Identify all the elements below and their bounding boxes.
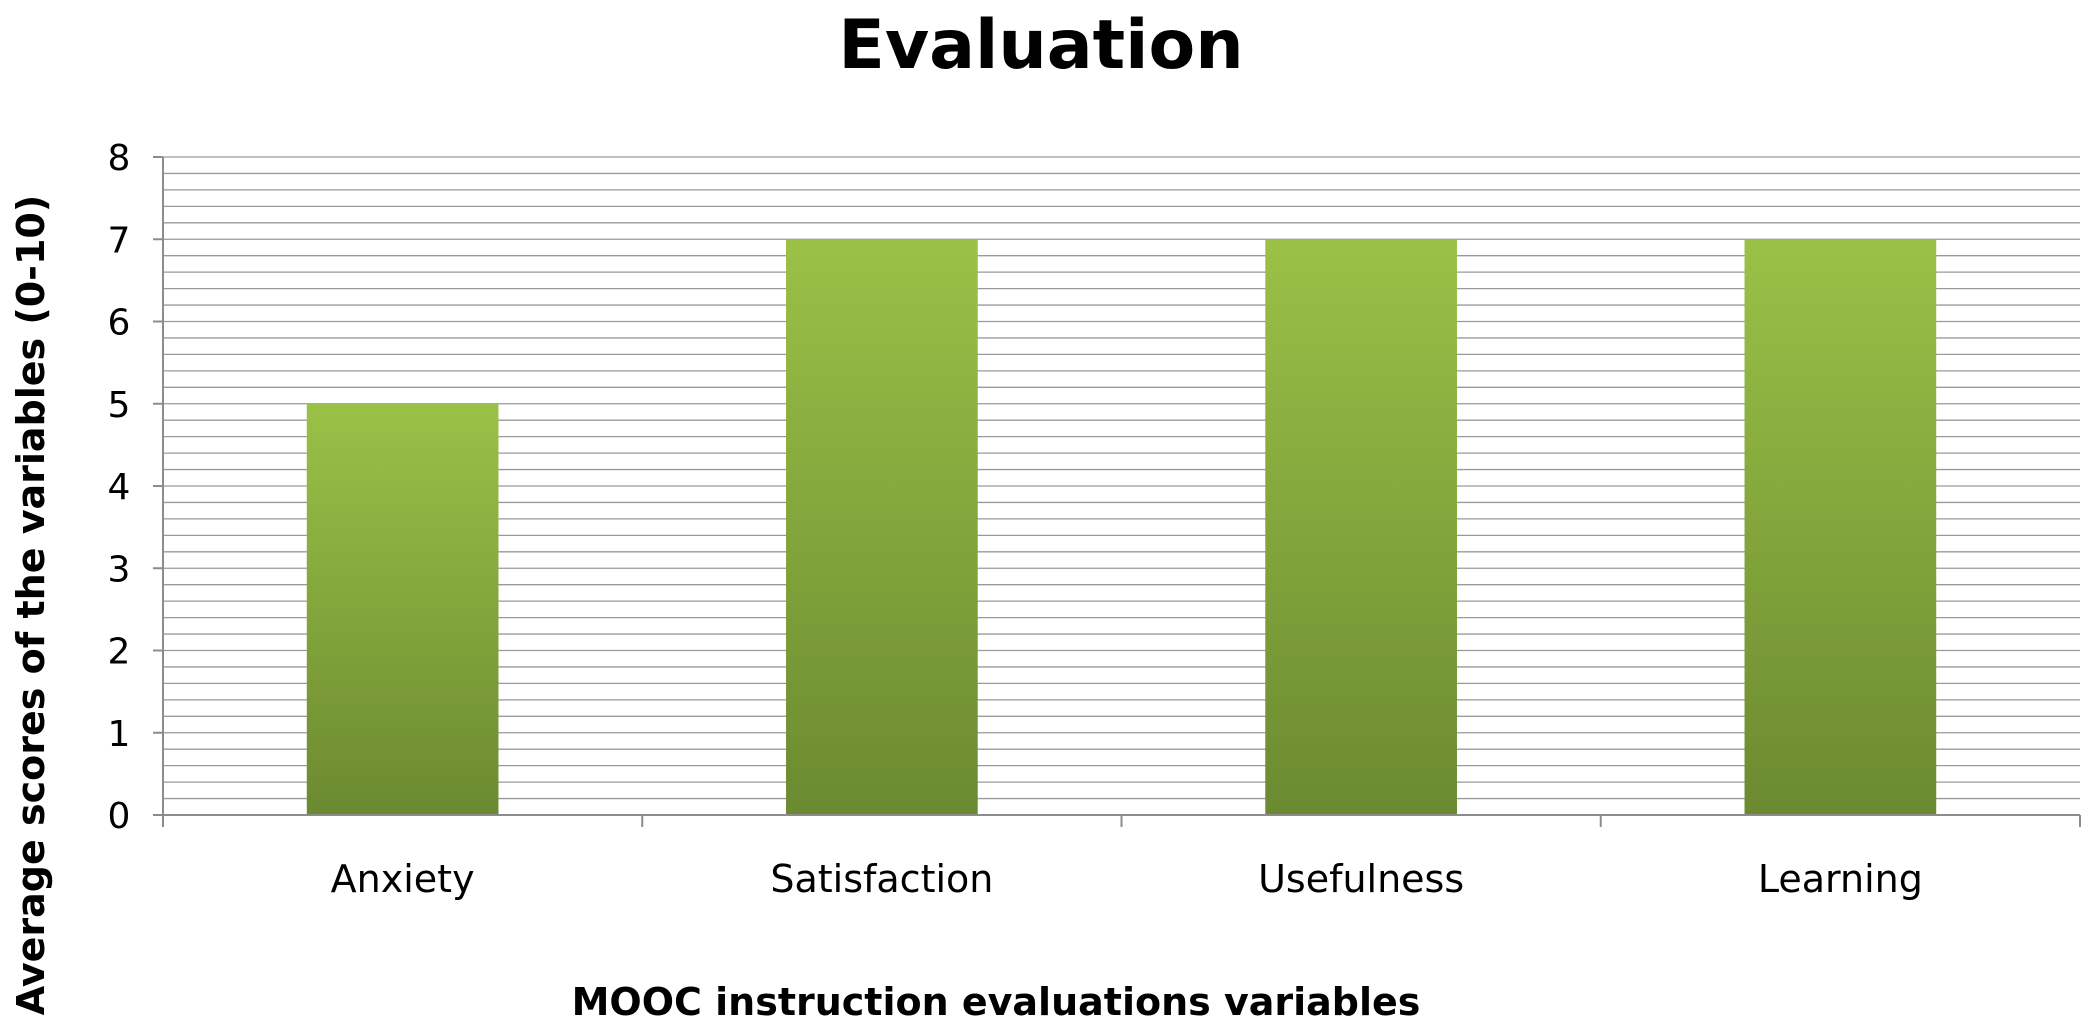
bar-anxiety <box>306 403 499 815</box>
y-tick-label: 3 <box>108 549 131 590</box>
x-axis-title: MOOC instruction evaluations variables <box>572 980 1421 1024</box>
bar-satisfaction <box>786 239 978 815</box>
y-tick-label: 8 <box>108 138 131 179</box>
y-axis-title: Average scores of the variables (0-10) <box>9 195 53 1015</box>
y-tick-label: 2 <box>108 632 131 673</box>
y-tick-label: 1 <box>108 714 131 755</box>
chart-title: Evaluation <box>838 6 1243 85</box>
y-tick-label: 5 <box>108 385 131 426</box>
bar-usefulness <box>1265 239 1457 815</box>
x-category-label: Learning <box>1758 857 1923 901</box>
x-category-label: Satisfaction <box>770 857 993 901</box>
x-category-label: Anxiety <box>331 857 475 901</box>
y-tick-label: 6 <box>108 303 131 344</box>
y-tick-labels: 0 1 2 3 4 5 6 7 8 <box>108 138 131 837</box>
bars <box>306 239 1937 815</box>
y-tick-label: 4 <box>108 467 131 508</box>
y-tick-label: 7 <box>108 220 131 261</box>
x-category-labels: Anxiety Satisfaction Usefulness Learning <box>331 857 1923 901</box>
y-tick-label: 0 <box>108 796 131 837</box>
axes <box>153 156 2081 827</box>
x-category-label: Usefulness <box>1258 857 1464 901</box>
bar-learning <box>1744 239 1937 815</box>
